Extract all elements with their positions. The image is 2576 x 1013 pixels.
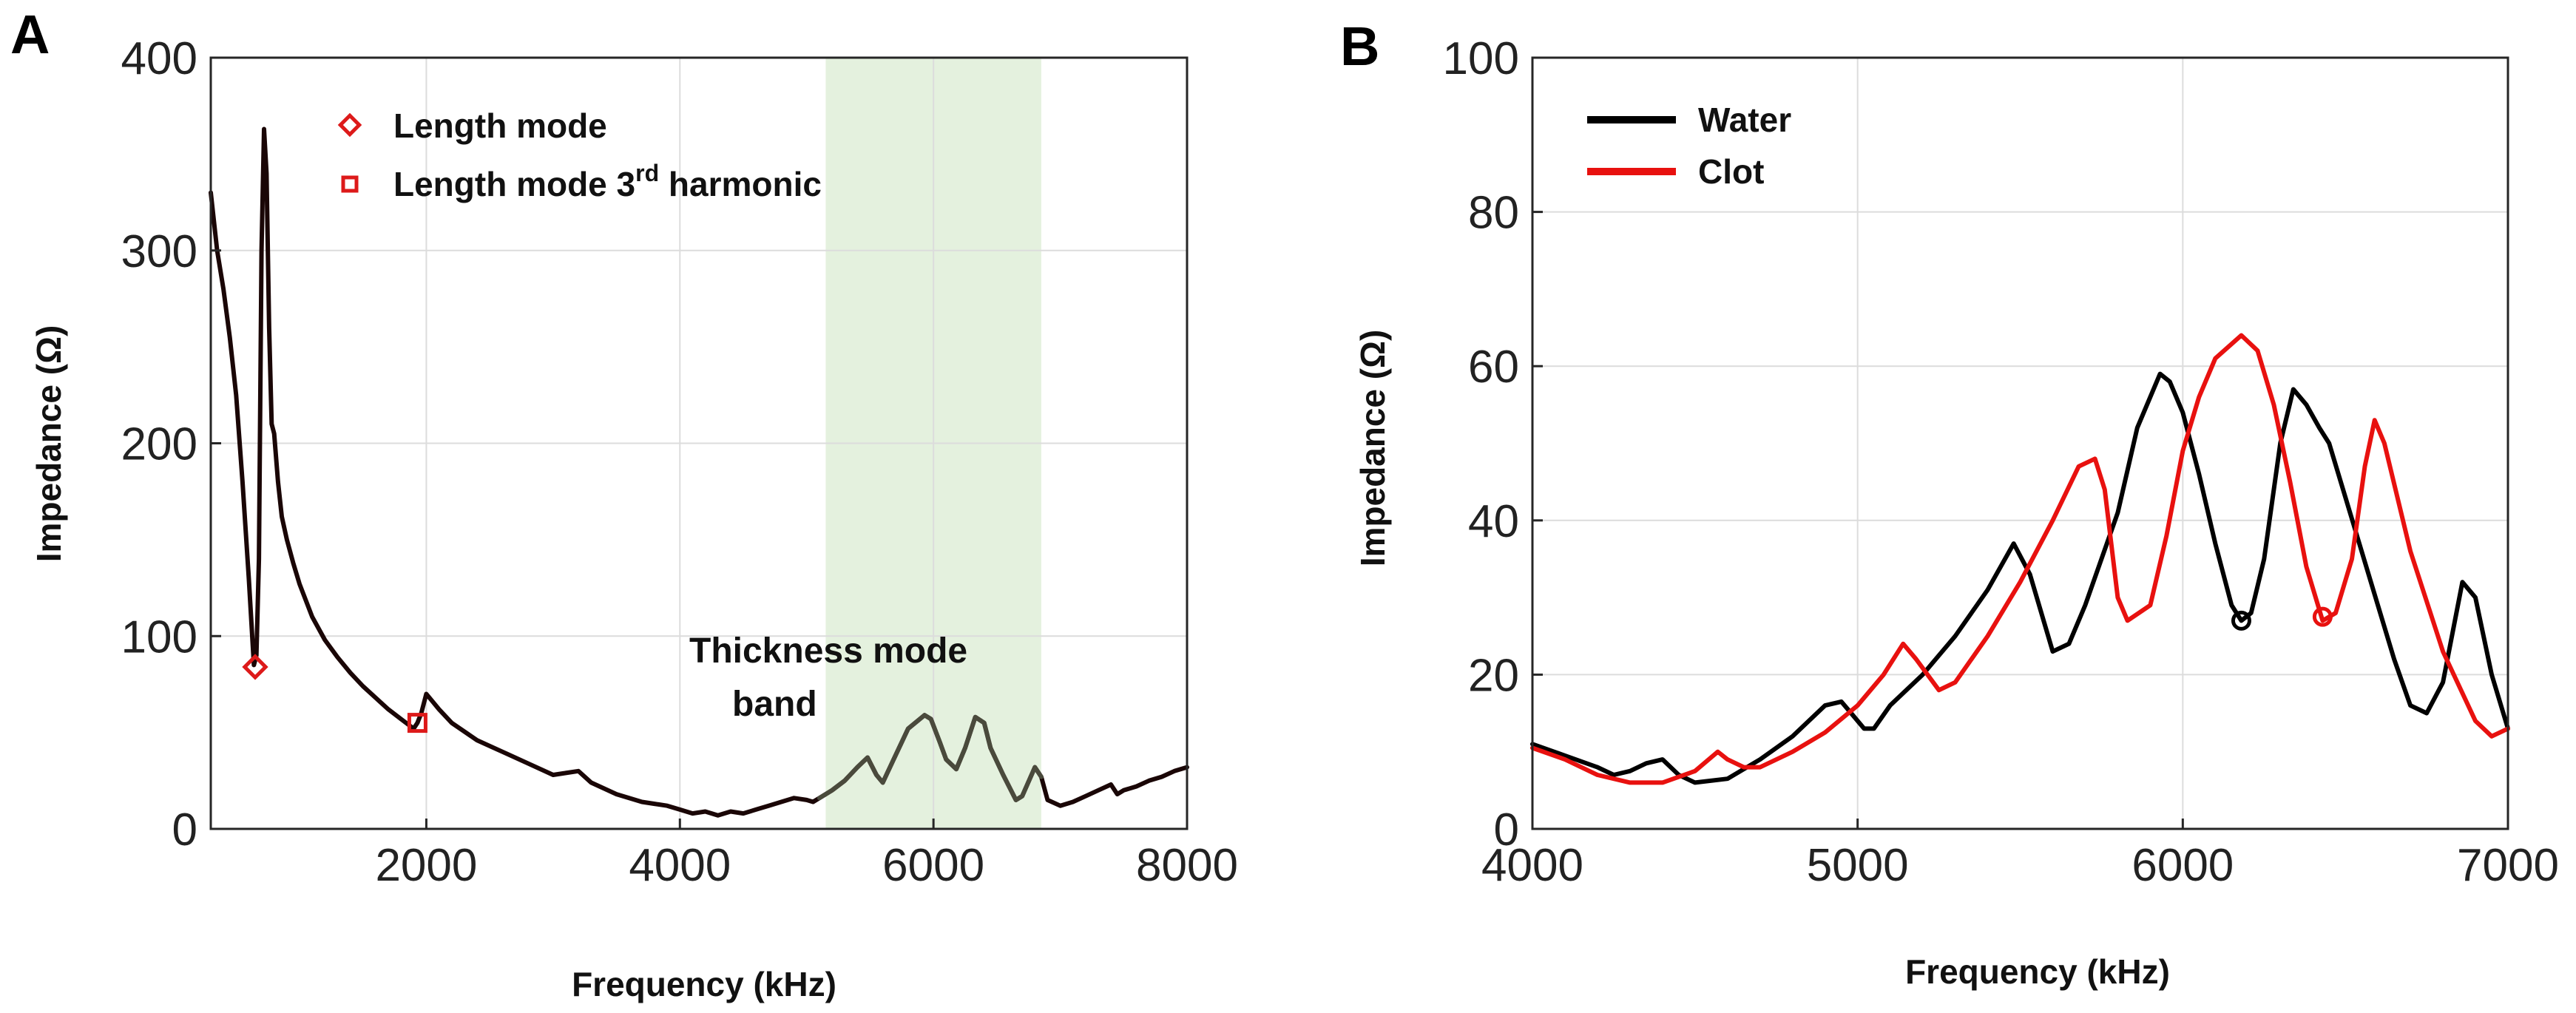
panel-b: 4000 5000 6000 7000 0 20 40 60 80 100 B Frequency… (1340, 16, 2559, 991)
y-tick-label: 60 (1468, 342, 1519, 393)
panel-a-legend: Length mode Length mode 3rd harmonic (337, 106, 822, 203)
x-tick-label: 8000 (1136, 840, 1238, 891)
y-tick-label: 20 (1468, 650, 1519, 701)
y-tick-label: 200 (121, 419, 197, 470)
panel-a-series (209, 126, 1189, 818)
series-line-clot (1530, 333, 2510, 785)
panel-b-plot-area (1532, 58, 2508, 829)
legend-label-superscript: rd (635, 160, 659, 186)
x-tick-label: 6000 (882, 840, 984, 891)
length-mode-diamond-marker (242, 654, 268, 680)
y-tick-label: 40 (1468, 496, 1519, 547)
panel-b-grid (1532, 58, 2508, 829)
panel-b-ticks: 4000 5000 6000 7000 0 20 40 60 80 100 (1443, 33, 2559, 891)
panel-b-markers (2231, 606, 2333, 631)
minimum-circle-marker-water (2231, 610, 2251, 631)
panel-a: 2000 4000 6000 8000 0 100 200 300 400 A Frequenc… (10, 4, 1238, 1003)
panel-b-legend: Water Clot (1587, 101, 1791, 191)
legend-label-suffix: harmonic (659, 165, 822, 203)
panel-a-grid (211, 58, 1187, 829)
legend-entry-water: Water (1587, 101, 1791, 139)
legend-label-clot: Clot (1698, 152, 1764, 191)
legend-label-prefix: Length mode 3 (393, 165, 635, 203)
diamond-marker-icon (337, 112, 362, 138)
panel-b-xlabel: Frequency (kHz) (1905, 952, 2170, 991)
annotation-line-1: Thickness mode (689, 631, 967, 671)
panel-b-ylabel: Impedance (Ω) (1353, 330, 1392, 567)
x-tick-label: 6000 (2132, 840, 2234, 891)
legend-entry-length-mode-3rd-harmonic: Length mode 3rd harmonic (341, 160, 822, 203)
legend-label-length-mode-3rd-harmonic: Length mode 3rd harmonic (393, 160, 822, 203)
x-tick-label: 7000 (2457, 840, 2559, 891)
square-marker-icon (341, 175, 359, 193)
y-tick-label: 0 (1494, 804, 1519, 856)
panel-a-ticks: 2000 4000 6000 8000 0 100 200 300 400 (121, 33, 1238, 891)
panel-a-annotation: Thickness mode band (689, 631, 967, 724)
panel-a-markers (242, 654, 427, 734)
y-tick-label: 100 (1443, 33, 1519, 84)
x-tick-label: 4000 (629, 840, 731, 891)
legend-label-length-mode: Length mode (393, 106, 607, 145)
panel-a-ylabel: Impedance (Ω) (30, 325, 68, 563)
panel-b-series (1530, 333, 2510, 785)
panel-b-letter: B (1340, 16, 1379, 77)
panel-a-xlabel: Frequency (kHz) (572, 965, 836, 1003)
x-tick-label: 5000 (1807, 840, 1909, 891)
legend-label-water: Water (1698, 101, 1791, 139)
minimum-circle-marker-clot (2312, 606, 2333, 627)
y-tick-label: 0 (172, 804, 197, 856)
legend-entry-length-mode: Length mode (337, 106, 607, 145)
y-tick-label: 100 (121, 611, 197, 663)
y-tick-label: 300 (121, 226, 197, 277)
series-line-band-segment (817, 713, 1044, 802)
y-tick-label: 400 (121, 33, 197, 84)
panel-b-axes-frame (1531, 56, 2509, 830)
y-tick-label: 80 (1468, 188, 1519, 239)
x-tick-label: 2000 (375, 840, 477, 891)
x-tick-label: 4000 (1481, 840, 1583, 891)
series-line-water (1530, 371, 2510, 785)
legend-entry-clot: Clot (1587, 152, 1764, 191)
annotation-line-2: band (732, 685, 817, 724)
third-harmonic-square-marker (407, 713, 427, 734)
panel-a-letter: A (10, 4, 50, 65)
